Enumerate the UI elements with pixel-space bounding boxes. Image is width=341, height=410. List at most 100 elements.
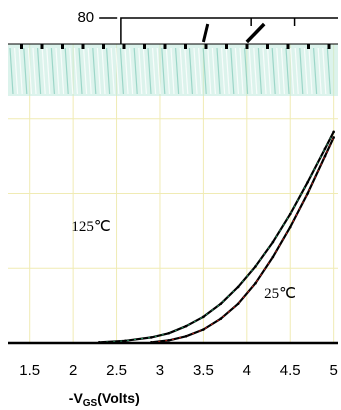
data-point-1-11: [332, 136, 335, 139]
band-hatch-66: [313, 47, 318, 95]
x-tick-label-2: 2.5: [106, 362, 127, 379]
band-hatch-33: [161, 47, 166, 95]
top-tick-4: [102, 44, 105, 49]
x-axis-label-unit: (Volts): [97, 390, 140, 406]
band-hatch-23: [115, 47, 120, 95]
band-hatch-48: [230, 47, 235, 95]
series-accent-1: [151, 137, 335, 343]
band-hatch-67: [317, 47, 322, 95]
top-tick-3: [81, 44, 85, 49]
y-tick-label-80: 80: [77, 9, 94, 26]
data-point-1-7: [271, 255, 275, 259]
band-hatch-40: [193, 47, 198, 95]
data-point-1-2: [184, 334, 188, 338]
band-hatch-56: [267, 47, 272, 95]
band-hatch-34: [165, 47, 170, 95]
band-hatch-13: [69, 47, 74, 95]
top-tick-14: [307, 44, 310, 49]
data-point-1-1: [167, 339, 170, 342]
band-hatch-49: [234, 47, 239, 95]
band-hatch-68: [322, 47, 327, 95]
top-tick-10: [225, 44, 228, 49]
band-hatch-21: [106, 47, 111, 95]
band-hatch-15: [78, 47, 83, 95]
data-point-1-9: [306, 192, 309, 195]
top-tick-7: [163, 44, 167, 49]
data-point-1-4: [219, 317, 223, 321]
annotation-25c: 25℃: [264, 286, 296, 302]
series-group: [97, 130, 335, 344]
top-tick-0: [20, 44, 23, 49]
series-accent-0: [99, 131, 335, 343]
band-hatch-31: [152, 47, 157, 95]
top-tick-15: [327, 44, 331, 49]
band-hatch-11: [60, 47, 65, 95]
x-tick-label-5: 4: [243, 362, 251, 379]
data-point-1-5: [236, 302, 240, 306]
band-hatch-26: [129, 47, 134, 95]
band-hatch-61: [290, 47, 295, 95]
x-tick-label-4: 3.5: [193, 362, 214, 379]
band-hatch-42: [202, 47, 207, 95]
band-hatch-1: [14, 47, 19, 95]
band-hatch-28: [138, 47, 143, 95]
top-tick-9: [204, 44, 208, 49]
bracket-line: [120, 17, 338, 44]
x-tick-label-0: 1.5: [19, 362, 40, 379]
band-hatch-19: [96, 47, 101, 95]
data-point-0-11: [306, 180, 309, 184]
data-point-0-9: [271, 240, 275, 244]
band-hatch-35: [170, 47, 175, 95]
band-hatch-44: [211, 47, 216, 95]
band-hatch-32: [156, 47, 161, 95]
data-point-0-2: [149, 336, 153, 339]
band-hatch-17: [87, 47, 92, 95]
data-point-1-3: [202, 328, 205, 331]
band-hatch-6: [37, 47, 42, 95]
data-point-0-10: [288, 212, 292, 216]
band-hatch-43: [207, 47, 212, 95]
band-hatch-57: [271, 47, 276, 95]
top-tick-11: [245, 44, 249, 49]
top-tick-13: [286, 44, 290, 49]
data-point-1-6: [254, 281, 257, 285]
band-hatch-59: [280, 47, 285, 95]
data-point-0-5: [202, 315, 205, 319]
data-point-0-12: [323, 147, 327, 150]
x-axis-label-main: -V: [69, 390, 84, 406]
band-hatch-22: [110, 47, 115, 95]
bracket-slash-1: [245, 22, 266, 44]
band-hatch-39: [188, 47, 193, 95]
data-point-1-8: [288, 225, 292, 229]
band-hatch-10: [55, 47, 60, 95]
band-hatch-29: [142, 47, 147, 95]
band-hatch-47: [225, 47, 230, 95]
band-hatch-53: [253, 47, 258, 95]
band-hatch-24: [119, 47, 124, 95]
data-point-0-4: [184, 324, 188, 328]
band-hatch-12: [64, 47, 69, 95]
band-hatch-38: [184, 47, 189, 95]
band-hatch-30: [147, 47, 152, 95]
band-hatch-27: [133, 47, 138, 95]
band-hatch-51: [244, 47, 249, 95]
data-point-0-6: [219, 302, 223, 306]
band-hatch-37: [179, 47, 184, 95]
band-hatch-46: [221, 47, 226, 95]
band-hatch-60: [285, 47, 290, 95]
series-line-0: [99, 131, 335, 344]
band-hatch-7: [41, 47, 46, 95]
top-tick-5: [122, 44, 126, 49]
data-point-1-10: [323, 154, 327, 158]
band-hatch-52: [248, 47, 253, 95]
band-hatch-65: [308, 47, 313, 95]
top-tick-8: [184, 44, 187, 49]
band-hatch-63: [299, 47, 304, 95]
x-axis-label-subscript: GS: [83, 398, 98, 409]
band-hatch-3: [23, 47, 28, 95]
top-tick-2: [61, 44, 64, 49]
top-tick-6: [143, 44, 146, 49]
data-point-0-8: [254, 265, 257, 268]
x-tick-label-3: 3: [156, 362, 164, 379]
